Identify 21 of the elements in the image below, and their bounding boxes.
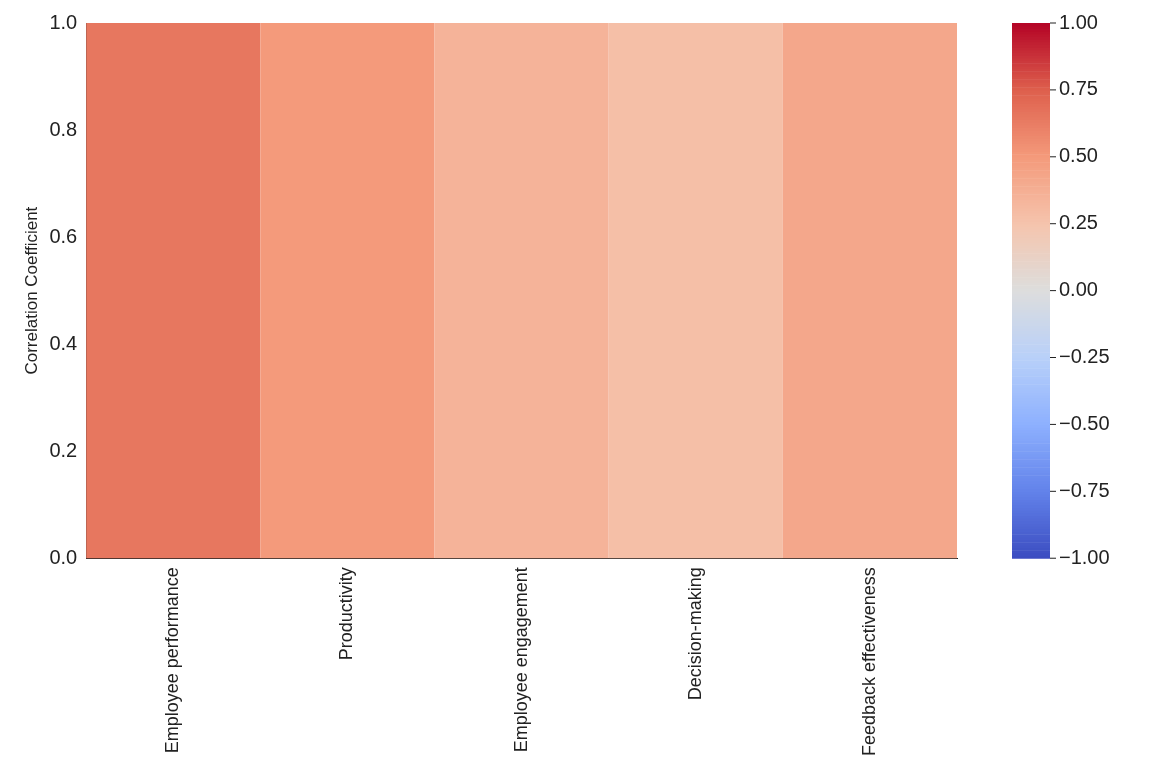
color-bar-label: −0.75 — [1059, 478, 1110, 501]
color-bar-label: −0.50 — [1059, 411, 1110, 434]
y-tick-label: 0.6 — [49, 224, 78, 247]
x-tick-label: Productivity — [336, 567, 357, 661]
color-bar-label: 0.50 — [1059, 144, 1098, 167]
x-tick-label: Decision-making — [684, 567, 705, 701]
y-axis-title: Correlation Coefficient — [21, 206, 41, 375]
color-bar-label: 0.25 — [1059, 211, 1098, 234]
color-bar-label: −0.25 — [1059, 345, 1110, 368]
color-bar-label: 0.75 — [1059, 77, 1098, 100]
y-tick-label: 0.4 — [49, 331, 78, 354]
y-tick-label: 0.8 — [49, 117, 78, 140]
x-tick-label: Employee performance — [162, 567, 183, 754]
color-bar-label: −1.00 — [1059, 545, 1110, 568]
x-tick-label: Feedback effectiveness — [858, 567, 879, 756]
x-tick-label: Employee engagement — [510, 567, 531, 753]
y-tick-label: 1.0 — [49, 10, 78, 33]
color-bar-label: 1.00 — [1059, 10, 1098, 33]
y-tick-label: 0.0 — [49, 545, 78, 568]
y-tick-label: 0.2 — [49, 438, 78, 461]
color-bar-label: 0.00 — [1059, 278, 1098, 301]
